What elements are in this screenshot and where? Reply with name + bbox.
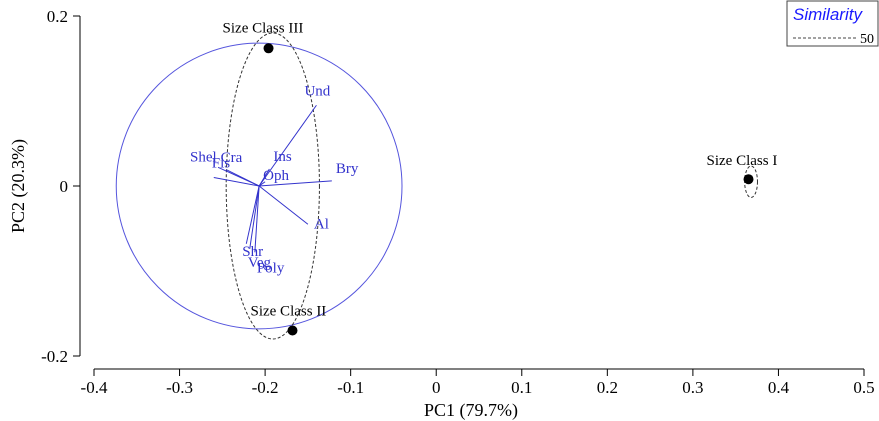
vector-label: Veg xyxy=(248,255,272,271)
vector-label: Poly xyxy=(257,260,285,276)
x-axis-label: PC1 (79.7%) xyxy=(424,400,518,421)
legend: Similarity 50 xyxy=(786,0,879,47)
loading-vector xyxy=(259,180,332,187)
sample-point xyxy=(287,325,298,336)
legend-box xyxy=(786,0,879,47)
x-tick-label: -0.3 xyxy=(166,378,193,397)
loading-vector xyxy=(258,185,309,225)
loading-vector xyxy=(249,185,260,249)
vector-label: Oph xyxy=(263,168,289,184)
vector-label: Bry xyxy=(336,161,359,177)
vector-label: Cra xyxy=(221,150,243,166)
point-label: Size Class III xyxy=(223,20,304,36)
loading-vector xyxy=(258,104,317,187)
vector-label: Ins xyxy=(273,149,291,165)
loading-vector xyxy=(226,169,260,187)
vector-label: Shel xyxy=(190,149,217,165)
point-label: Size Class I xyxy=(707,153,778,169)
similarity-ellipse xyxy=(225,32,320,340)
x-tick-label: 0.3 xyxy=(682,378,703,397)
vector-label: Und xyxy=(304,83,330,99)
y-tick-label: -0.2 xyxy=(41,347,68,366)
vector-label: Fis xyxy=(212,156,231,172)
y-tick-label: 0 xyxy=(60,177,69,196)
axes: -0.4 -0.3 -0.2 -0.1 0 0.1 0.2 0.3 0.4 0.5 -0.2 0 0.… xyxy=(8,7,875,421)
loading-vector xyxy=(254,185,260,253)
x-tick-label: 0.2 xyxy=(597,378,618,397)
legend-entry-label: 50 xyxy=(860,32,874,47)
loading-vector xyxy=(245,185,260,244)
x-tick-label: -0.4 xyxy=(81,378,108,397)
x-tick-label: 0 xyxy=(432,378,441,397)
y-axis-label: PC2 (20.3%) xyxy=(8,139,29,233)
correlation-circle xyxy=(115,42,403,330)
y-ticks: -0.2 0 0.2 xyxy=(41,7,80,366)
sample-point xyxy=(743,174,754,185)
x-tick-label: -0.1 xyxy=(337,378,364,397)
sample-point xyxy=(263,43,274,54)
x-tick-label: 0.1 xyxy=(511,378,532,397)
x-tick-label: 0.4 xyxy=(768,378,790,397)
x-tick-label: 0.5 xyxy=(853,378,874,397)
y-tick-label: 0.2 xyxy=(47,7,68,26)
loading-vector xyxy=(258,181,266,187)
x-tick-label: -0.2 xyxy=(252,378,279,397)
point-label: Size Class II xyxy=(250,304,326,320)
vector-label: Al xyxy=(314,216,329,232)
loading-vector xyxy=(213,177,260,187)
vector-label: Shr xyxy=(242,244,263,260)
x-ticks: -0.4 -0.3 -0.2 -0.1 0 0.1 0.2 0.3 0.4 0.5 xyxy=(81,369,875,397)
legend-title: Similarity xyxy=(793,5,863,24)
